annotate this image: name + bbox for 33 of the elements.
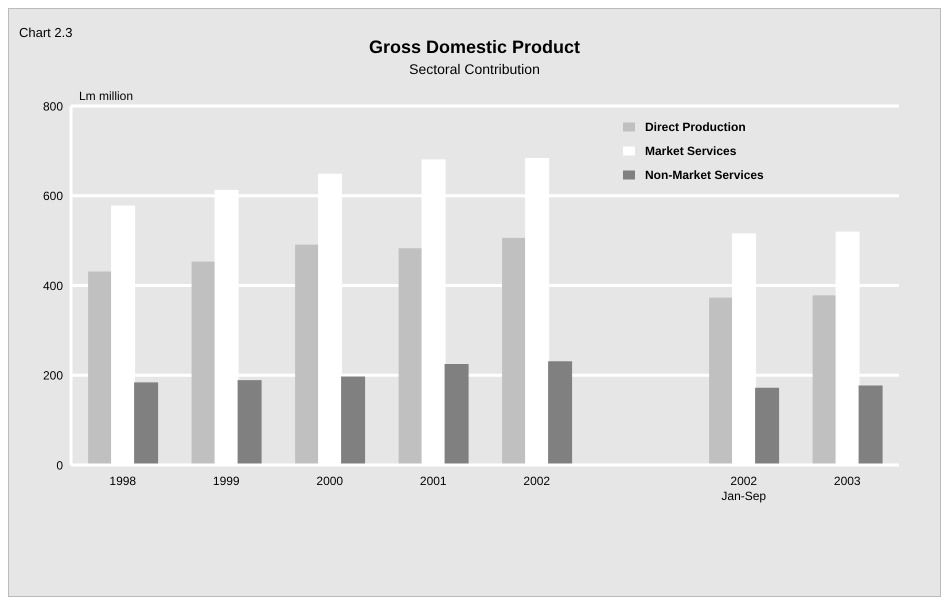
bar <box>709 298 734 465</box>
bar <box>88 272 112 465</box>
bar <box>295 244 320 465</box>
caption: Chart 2.3 <box>19 25 72 40</box>
x-tick-label: 1998 <box>109 474 136 488</box>
y-tick-label: 800 <box>42 99 64 114</box>
chart-subtitle: Sectoral Contribution <box>408 61 541 77</box>
x-tick-label: 2000 <box>316 474 344 488</box>
x-tick-label: 2003 <box>834 474 861 488</box>
bar <box>502 238 526 465</box>
x-tick-label: 2002 <box>523 474 550 488</box>
chart-title: Gross Domestic Product <box>368 37 580 57</box>
bar <box>858 386 883 465</box>
y-tick-label: 600 <box>42 189 64 204</box>
y-axis-title: Lm million <box>79 89 134 103</box>
y-tick-label: 200 <box>42 368 64 383</box>
legend-label: Direct Production <box>645 120 746 134</box>
y-tick-label: 0 <box>56 458 64 472</box>
bar <box>134 382 158 465</box>
legend-label: Market Services <box>645 144 736 158</box>
x-tick-label: 1999 <box>212 474 240 488</box>
x-tick-label: 2002 Jan-Sep <box>721 474 766 503</box>
legend-label: Non-Market Services <box>645 168 764 182</box>
bar <box>755 388 780 465</box>
y-tick-label: 400 <box>42 278 64 293</box>
bar <box>812 295 837 465</box>
x-tick-label: 2001 <box>420 474 447 488</box>
bar <box>238 380 262 465</box>
bar <box>341 376 366 465</box>
bar <box>548 361 572 465</box>
bar <box>444 364 469 465</box>
bar <box>398 248 423 465</box>
bar <box>192 262 216 465</box>
